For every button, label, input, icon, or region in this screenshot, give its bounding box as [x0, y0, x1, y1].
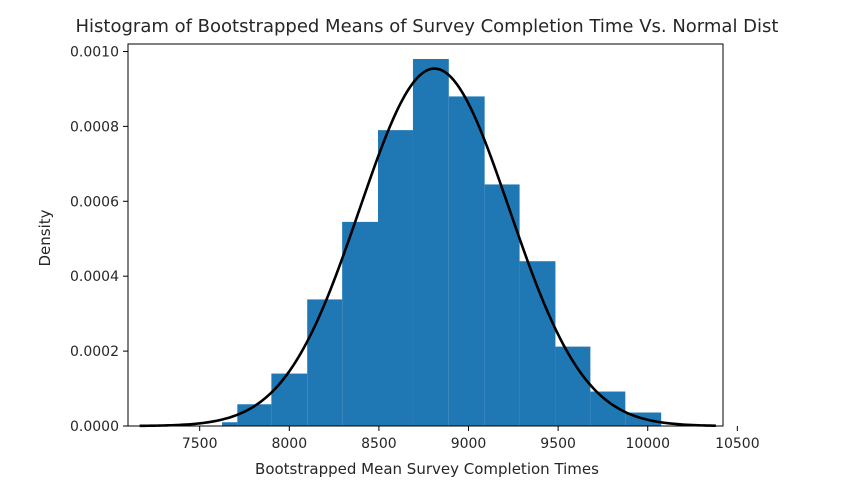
normal-distribution-curve	[139, 67, 716, 428]
y-tick-label: 0.0000	[70, 419, 119, 435]
histogram-bar-4	[342, 221, 379, 426]
plot-frame	[127, 43, 724, 427]
histogram-bar-5	[378, 130, 413, 426]
x-tick-label: 9500	[540, 436, 576, 452]
y-tick-label: 0.0006	[70, 194, 119, 210]
x-tick-label: 7500	[182, 436, 218, 452]
y-axis-label: Density	[36, 209, 54, 266]
x-tick-label: 8500	[361, 436, 397, 452]
histogram-bar-0	[222, 422, 238, 426]
histogram-bar-3	[307, 299, 343, 426]
y-axis: 0.0000 0.0002 0.0004 0.0006 0.0008 0.0010	[70, 44, 128, 435]
x-tick-label: 10500	[715, 436, 760, 452]
y-tick-label: 0.0008	[70, 119, 119, 135]
x-tick-label: 8000	[271, 436, 307, 452]
histogram-bar-10	[555, 346, 591, 426]
x-tick-label: 10000	[625, 436, 670, 452]
histogram-bar-7	[448, 96, 485, 427]
y-tick-label: 0.0002	[70, 344, 119, 360]
y-tick-label: 0.0004	[70, 269, 119, 285]
x-tick-label: 9000	[451, 436, 487, 452]
y-tick-label: 0.0010	[70, 44, 119, 60]
x-axis-label: Bootstrapped Mean Survey Completion Time…	[255, 460, 599, 478]
x-axis: 7500 8000 8500 9000 9500 10000 10500	[182, 426, 760, 452]
histogram-bar-6	[412, 58, 449, 426]
histogram-bar-2	[271, 373, 308, 426]
histogram-bars	[222, 58, 662, 427]
chart-title: Histogram of Bootstrapped Means of Surve…	[76, 16, 779, 37]
